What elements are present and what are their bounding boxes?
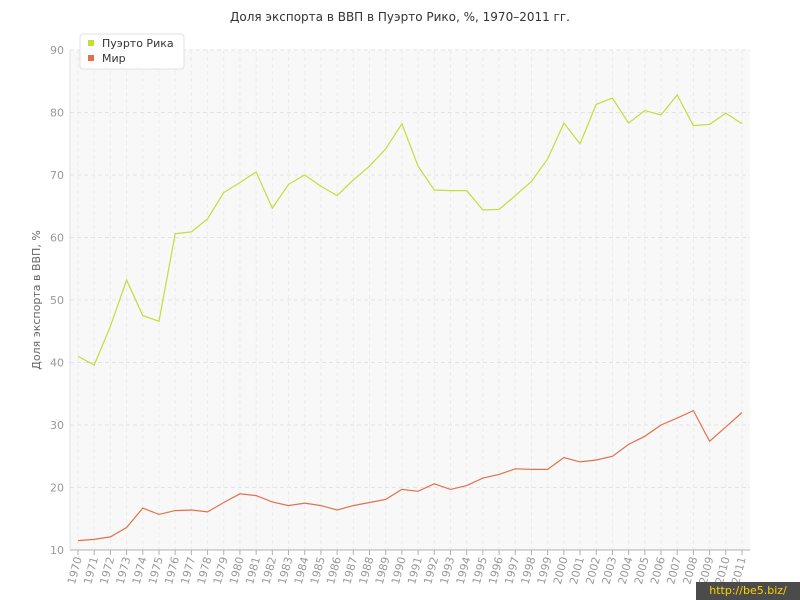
y-tick-label: 70: [50, 169, 64, 182]
y-tick-label: 20: [50, 482, 64, 495]
watermark-link[interactable]: http://be5.biz/: [696, 582, 800, 600]
y-tick-label: 90: [50, 44, 64, 57]
legend-label-world[interactable]: Мир: [102, 52, 126, 65]
series-line-world[interactable]: [77, 409, 743, 542]
y-tick-label: 50: [50, 294, 64, 307]
grid: [70, 49, 750, 550]
legend-box: [79, 33, 185, 70]
y-tick-label: 10: [50, 544, 64, 557]
y-tick-label: 30: [50, 419, 64, 432]
series-line-puerto-rico[interactable]: [77, 93, 743, 366]
legend-label-puerto-rico[interactable]: Пуэрто Рика: [102, 37, 174, 50]
legend-swatch-puerto-rico: [88, 40, 94, 46]
legend-swatch-world: [88, 55, 94, 61]
y-tick-label: 80: [50, 107, 64, 120]
y-tick-label: 40: [50, 357, 64, 370]
chart-title: Доля экспорта в ВВП в Пуэрто Рико, %, 19…: [230, 10, 570, 24]
legend[interactable]: Пуэрто Рика Мир: [79, 33, 185, 70]
y-tick-label: 60: [50, 232, 64, 245]
series-layer: [77, 93, 743, 542]
y-axis-title: Доля экспорта в ВВП, %: [30, 230, 43, 370]
